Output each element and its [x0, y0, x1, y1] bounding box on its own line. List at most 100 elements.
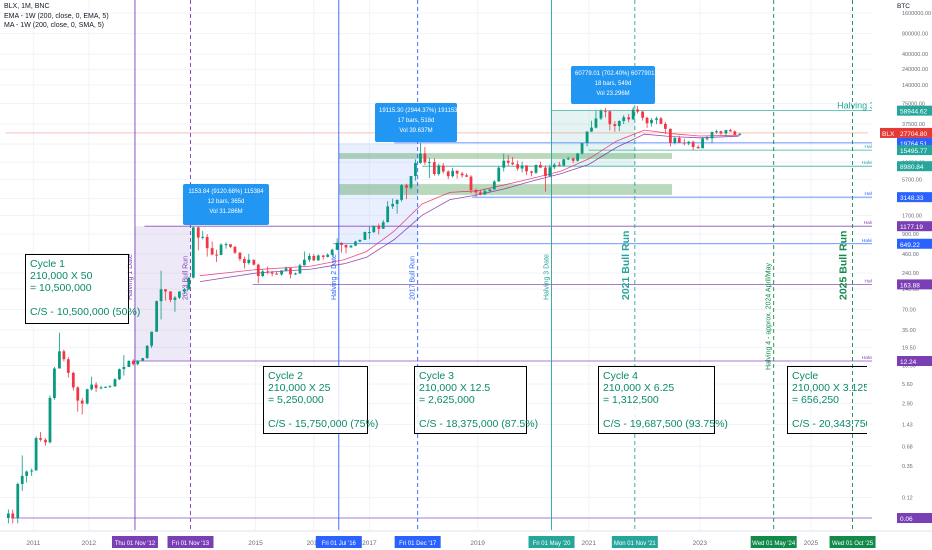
candle-body-22	[108, 386, 112, 388]
cycle-2-box: Cycle 2 210,000 X 25 = 5,250,000 C/S - 1…	[263, 366, 378, 434]
year-tick-5: 2019	[470, 540, 485, 547]
candle-body-64	[302, 259, 306, 266]
candle-body-95	[446, 171, 450, 177]
candle-body-144	[673, 138, 677, 143]
candle-body-13	[66, 359, 70, 373]
candle-body-147	[687, 141, 691, 144]
year-tick-3: 2016	[307, 540, 322, 547]
year-tick-1: 2012	[82, 540, 97, 547]
candle-body-49	[233, 246, 237, 253]
callout-3-change: 60779.01 (702.40%) 6077901	[575, 71, 655, 77]
price-tick-1: 800000.00	[902, 32, 928, 38]
candle-body-73	[344, 244, 348, 248]
vline-label-0: Halving 1 Date	[127, 254, 134, 300]
candle-body-77	[363, 232, 367, 240]
candle-body-1	[11, 513, 15, 519]
candle-body-117	[548, 167, 552, 176]
candle-body-6	[34, 438, 38, 471]
candle-body-55	[261, 271, 265, 276]
candle-body-71	[335, 242, 339, 250]
candle-body-150	[701, 138, 704, 149]
date-badge-6	[750, 536, 797, 548]
candle-body-132	[617, 121, 621, 127]
price-tick-24: 0.35	[902, 464, 913, 470]
candle-body-47	[224, 244, 228, 246]
date-badge-5	[611, 536, 658, 548]
ema-legend[interactable]: EMA - 1W (200, close, 0, EMA, 5)	[4, 13, 109, 20]
cycle-1-box: Cycle 1 210,000 X 50 = 10,500,000 C/S - …	[25, 254, 140, 324]
candle-body-135	[631, 109, 635, 120]
callout-2-bars: 17 bars, 518d	[397, 118, 435, 124]
cycle-3-box: Cycle 3 210,000 X 12.5 = 2,625,000 C/S -…	[414, 366, 538, 434]
candle-body-137	[641, 111, 644, 118]
price-tick-14: 240.00	[902, 271, 919, 277]
price-tick-11: 1700.00	[902, 213, 922, 219]
cycle-2-formula: 210,000 X 25	[268, 382, 331, 394]
cycle-5-supply: C/S - 20,343,750 (96.88%	[792, 418, 867, 430]
vline-label-2: Halving 2 Date	[331, 254, 338, 300]
candle-body-29	[141, 358, 145, 361]
cycle-1-rise-zone	[134, 226, 191, 362]
candles	[6, 105, 742, 524]
price-tick-3: 240000.00	[902, 67, 928, 73]
cycle-3-rise-zone	[551, 110, 635, 167]
candle-body-61	[289, 268, 292, 275]
candle-body-28	[136, 360, 140, 365]
candle-body-9	[48, 397, 52, 443]
date-badge-text-3: Fri 01 Dec '17	[399, 541, 437, 547]
candle-body-30	[145, 345, 149, 359]
price-tick-12: 900.00	[902, 232, 919, 238]
axis-level-badge-5	[897, 192, 932, 203]
candle-body-40	[191, 227, 195, 278]
candle-body-52	[247, 259, 251, 264]
candle-body-109	[511, 162, 515, 165]
axis-level-value-2: 19764.51	[900, 141, 927, 148]
price-tick-9: 5700.00	[902, 178, 922, 184]
price-tick-2: 400000.00	[902, 52, 928, 58]
candle-body-116	[544, 167, 547, 176]
candle-body-141	[659, 118, 663, 124]
axis-level-badge-3	[897, 145, 932, 156]
candle-body-101	[474, 190, 478, 193]
price-axis-bg	[872, 0, 932, 530]
candle-body-105	[492, 181, 496, 190]
candle-body-127	[594, 118, 598, 128]
cycle-2-result: = 5,250,000	[268, 394, 324, 406]
candle-body-139	[650, 119, 653, 124]
candle-body-0	[6, 513, 10, 519]
candle-body-42	[201, 236, 205, 238]
candle-body-118	[552, 164, 556, 168]
candle-body-19	[94, 384, 98, 389]
candle-body-140	[655, 118, 658, 120]
axis-level-value-9: 12.24	[900, 359, 917, 366]
candle-body-153	[715, 131, 718, 133]
price-tick-23: 0.68	[902, 444, 913, 450]
candle-body-11	[58, 351, 61, 369]
candle-body-59	[280, 270, 283, 275]
candle-body-121	[566, 158, 570, 160]
candle-body-94	[441, 165, 445, 172]
callout-3-volume: Vol 23.296M	[596, 91, 630, 97]
cycle-1-result: = 10,500,000	[30, 282, 92, 294]
axis-level-badge-2	[897, 137, 932, 148]
candle-body-131	[613, 124, 617, 127]
date-badge-3	[394, 536, 441, 548]
candle-body-74	[349, 245, 353, 248]
time-axis: 2011 2012 2015 2016 2017 2019 2021 2023 2025 Thu …	[0, 530, 932, 548]
candle-body-156	[728, 130, 732, 132]
candle-body-56	[266, 271, 270, 273]
candle-body-112	[525, 165, 528, 172]
axis-level-badge-8	[897, 279, 932, 290]
price-tick-25: 0.12	[902, 496, 913, 502]
candle-body-124	[580, 143, 584, 154]
moving-averages	[199, 129, 739, 282]
candle-body-15	[76, 387, 80, 401]
ema-line	[199, 129, 739, 277]
ma-legend[interactable]: MA - 1W (200, close, 0, SMA, 5)	[4, 22, 104, 29]
candle-body-134	[627, 117, 631, 120]
candle-body-89	[419, 153, 422, 164]
candle-body-46	[219, 244, 223, 255]
date-badge-text-6: Wed 01 May '24	[752, 541, 796, 547]
candle-body-113	[530, 171, 533, 173]
